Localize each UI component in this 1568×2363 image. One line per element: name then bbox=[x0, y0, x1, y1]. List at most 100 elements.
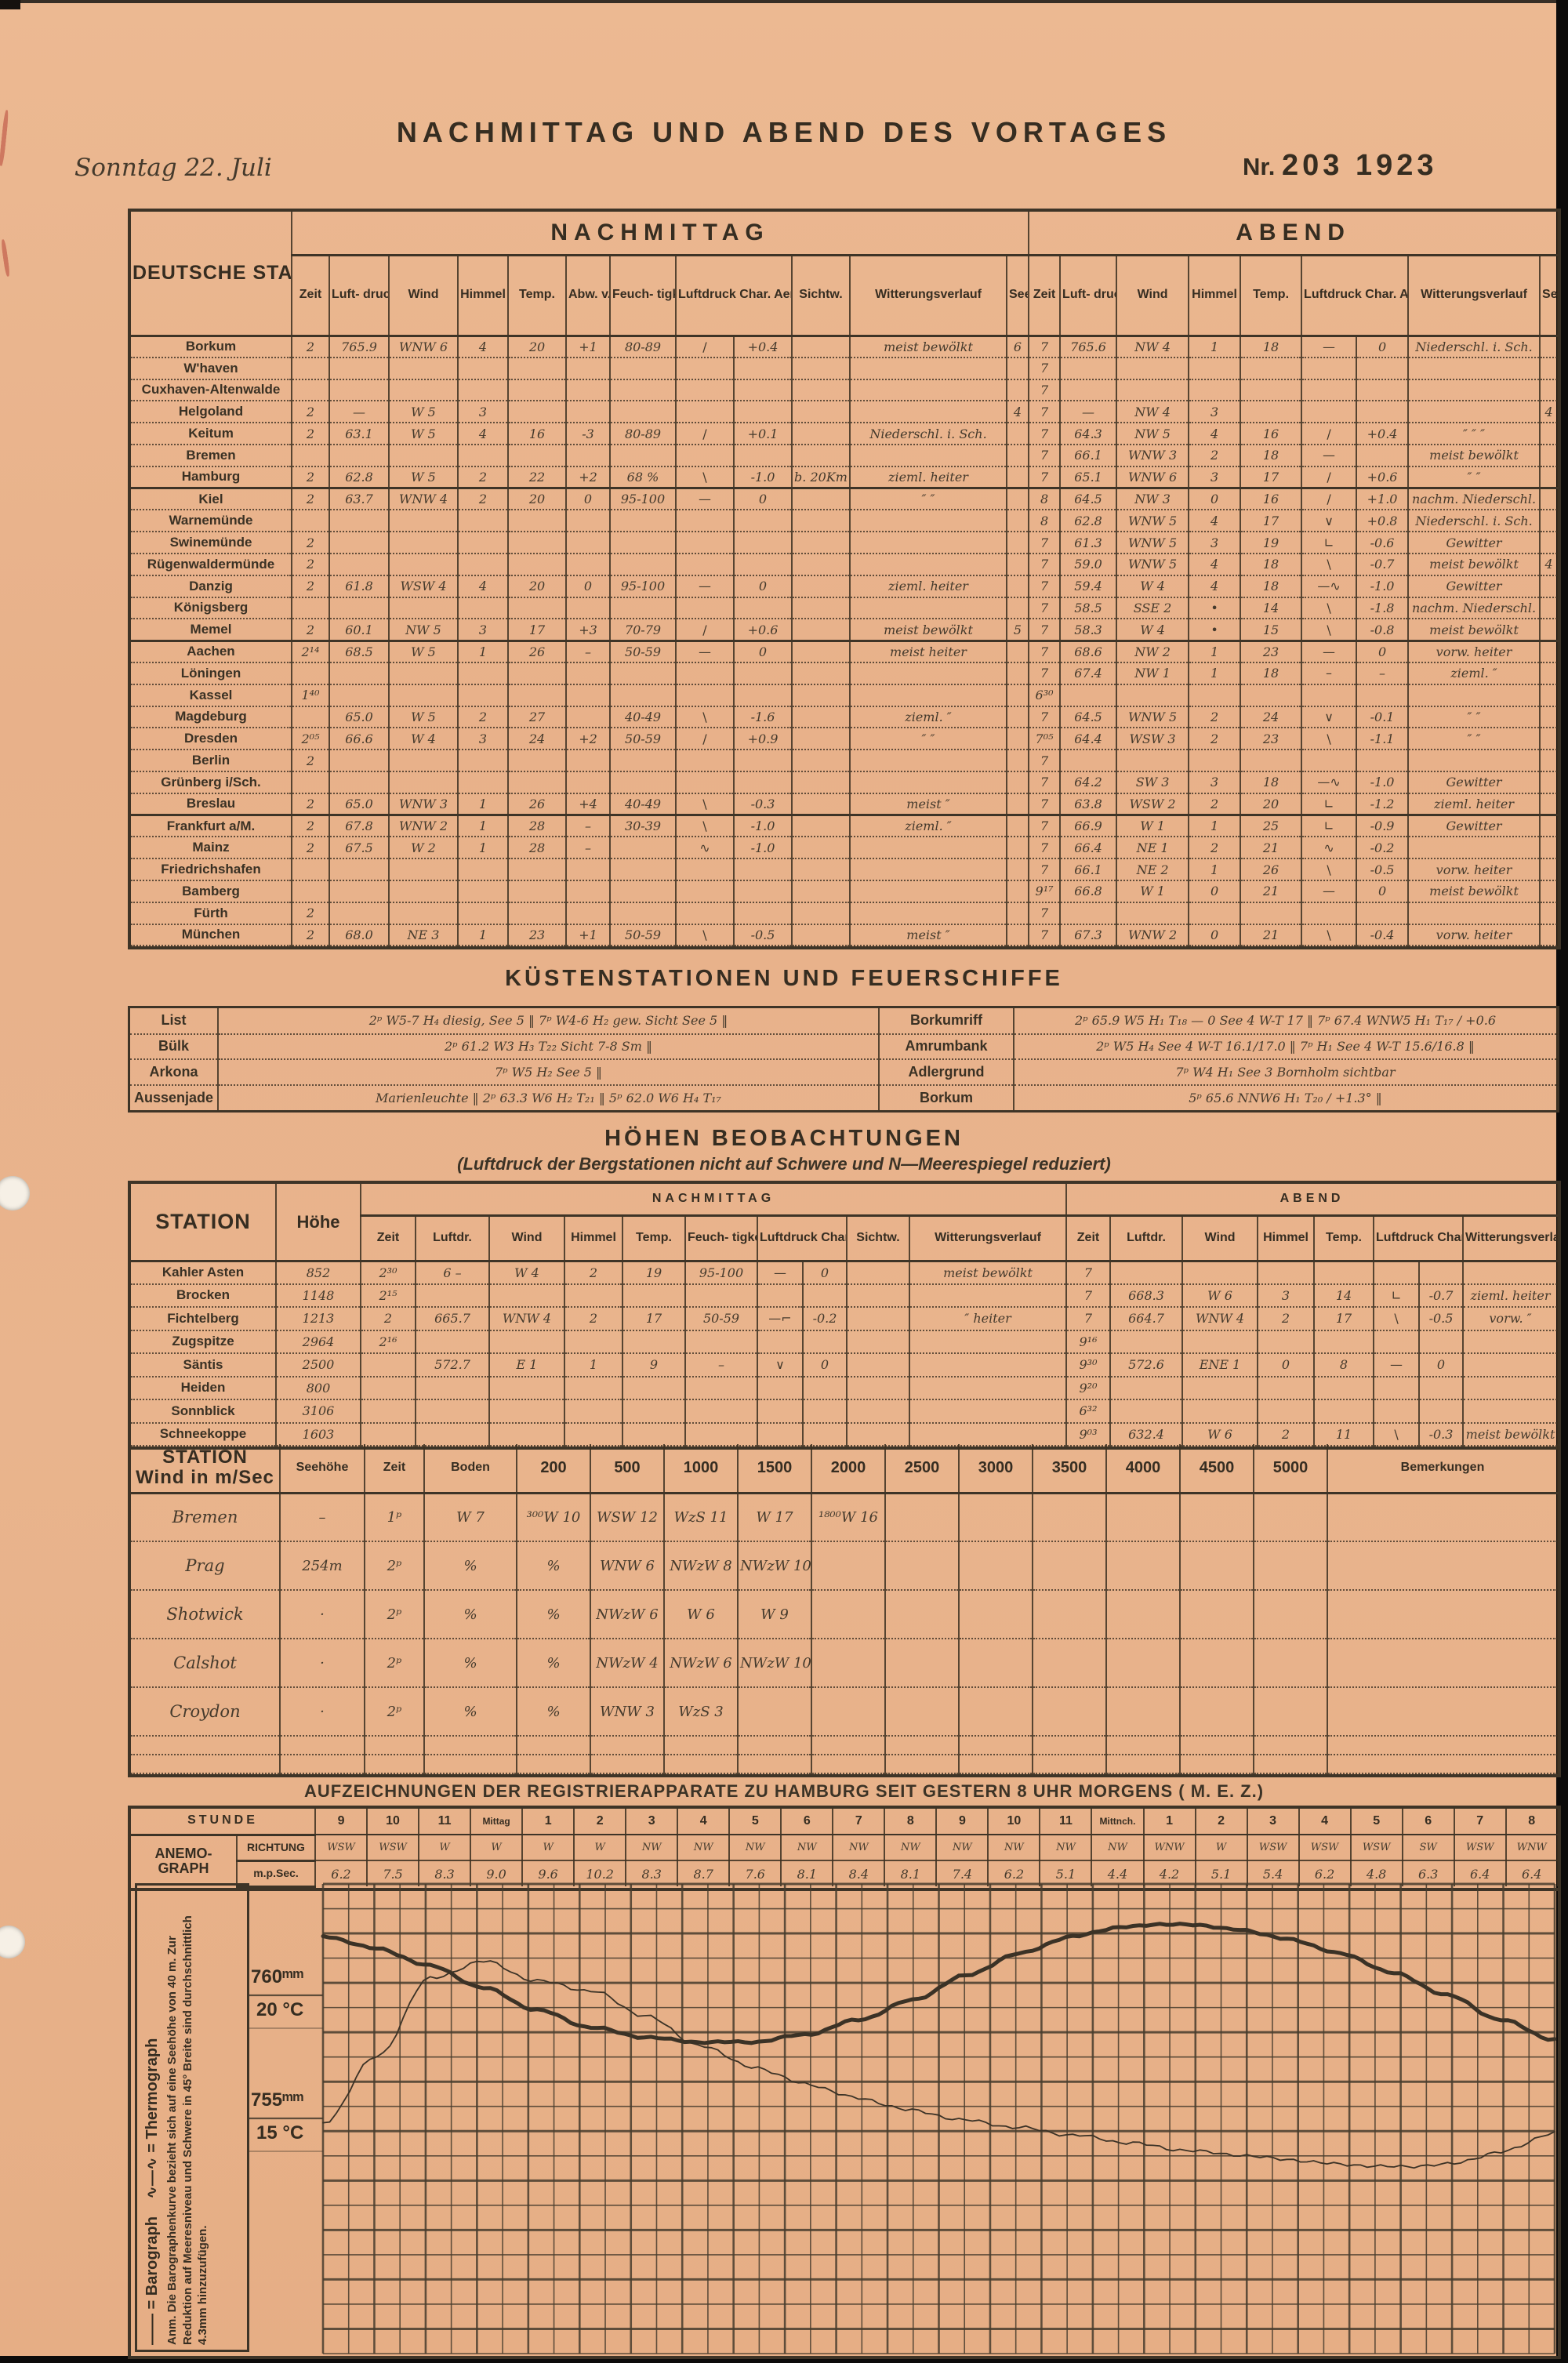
wind-value bbox=[424, 1755, 517, 1774]
abend-value: 2 bbox=[1189, 793, 1242, 817]
wind-value bbox=[1254, 1687, 1328, 1737]
abend-value: 67.3 bbox=[1060, 924, 1118, 947]
hoehe-header: Höhe bbox=[276, 1184, 361, 1262]
wind-value bbox=[959, 1687, 1033, 1737]
wind-station-name: Croydon bbox=[131, 1687, 281, 1737]
nachmittag-value bbox=[676, 771, 735, 794]
nachmittag-value bbox=[389, 662, 459, 685]
nachmittag-value bbox=[676, 880, 735, 903]
abend-value bbox=[1463, 1261, 1559, 1285]
abend-value: 7 bbox=[1029, 444, 1062, 467]
abend-value: 66.1 bbox=[1060, 444, 1118, 467]
nachmittag-value bbox=[566, 771, 611, 794]
table-row: Frankfurt a/M. 2 67.8 WNW 2 1 28–30-39 \ -1.0 zi… bbox=[131, 815, 1559, 838]
abend-value: meist bewölkt bbox=[1408, 553, 1541, 576]
heights-station-name: Fichtelberg bbox=[131, 1307, 277, 1331]
nachmittag-value: 6 bbox=[1007, 336, 1030, 358]
nachmittag-value bbox=[610, 902, 677, 925]
nachmittag-value: 0 bbox=[803, 1261, 848, 1285]
table-row: Grünberg i/Sch. 7 64.2 SW 3 3 18 —∿ -1.0 Gewitte… bbox=[131, 771, 1559, 794]
abend-value: 7 bbox=[1029, 532, 1062, 554]
nachmittag-value bbox=[792, 706, 851, 729]
nachmittag-value: — bbox=[676, 641, 735, 663]
temp-label-15: 15 °C bbox=[256, 2122, 304, 2143]
abend-value: WNW 5 bbox=[1116, 553, 1190, 576]
abend-value: 18 bbox=[1240, 336, 1303, 358]
abend-value: 67.4 bbox=[1060, 662, 1118, 685]
nachmittag-value: 66.6 bbox=[329, 728, 390, 751]
abend-value bbox=[1189, 684, 1242, 707]
station-name: Friedrichshafen bbox=[131, 858, 292, 881]
abend-value: \ bbox=[1374, 1307, 1421, 1331]
nachmittag-value bbox=[458, 553, 509, 576]
nachmittag-value bbox=[566, 902, 611, 925]
table-row: Swinemünde 2 7 61.3 WNW 5 3 19 ∟ -0.6 Gewitter bbox=[131, 532, 1559, 554]
nachmittag-value bbox=[610, 510, 677, 533]
abend-value: NW 1 bbox=[1116, 662, 1190, 685]
wind-value bbox=[1106, 1687, 1181, 1737]
wind-value: · bbox=[280, 1639, 365, 1688]
abend-value: 7 bbox=[1029, 662, 1062, 685]
wind-value bbox=[1327, 1493, 1559, 1542]
abend-value bbox=[1540, 444, 1559, 467]
nachmittag-value bbox=[508, 684, 567, 707]
page-title: NACHMITTAG UND ABEND DES VORTAGES bbox=[396, 116, 1172, 148]
nachmittag-value bbox=[1007, 662, 1030, 685]
height-value: 3106 bbox=[276, 1399, 361, 1424]
abend-value: 765.6 bbox=[1060, 336, 1118, 358]
abend-value bbox=[1301, 750, 1358, 772]
wind-value: – bbox=[280, 1493, 365, 1542]
abend-value bbox=[1314, 1330, 1375, 1354]
abend-value: -0.4 bbox=[1356, 924, 1410, 947]
abend-value: +0.6 bbox=[1356, 466, 1410, 490]
abend-value: 68.6 bbox=[1060, 641, 1118, 663]
abend-value bbox=[1116, 379, 1190, 402]
nachmittag-value bbox=[610, 379, 677, 402]
wind-value: % bbox=[424, 1639, 517, 1688]
nachmittag-value: +0.4 bbox=[734, 336, 793, 358]
wind-speed-value: 8.1 bbox=[884, 1860, 938, 1886]
nachmittag-value: 65.0 bbox=[329, 706, 390, 729]
nachmittag-value bbox=[292, 379, 330, 402]
wind-direction-value: W bbox=[470, 1835, 524, 1861]
nachmittag-value bbox=[610, 771, 677, 794]
abend-value: 7 bbox=[1029, 706, 1062, 729]
richtung-row: ANEMO- GRAPH RICHTUNG WSW WSW W W W W NW NW NW NW NW… bbox=[131, 1835, 1559, 1886]
nachmittag-value bbox=[1007, 771, 1030, 794]
nachmittag-value bbox=[1007, 510, 1030, 533]
nachmittag-value: 0 bbox=[566, 575, 611, 598]
nachmittag-value bbox=[792, 728, 851, 751]
abend-value: \ bbox=[1301, 924, 1358, 947]
wind-value bbox=[959, 1736, 1033, 1755]
wind-value bbox=[1254, 1493, 1328, 1542]
nachmittag-value: 9 bbox=[622, 1353, 686, 1378]
height-value: 1603 bbox=[276, 1422, 361, 1446]
nachmittag-value bbox=[292, 597, 330, 620]
abend-value: -0.7 bbox=[1356, 553, 1410, 576]
wind-value bbox=[280, 1755, 365, 1774]
abend-value bbox=[1060, 902, 1118, 925]
nachmittag-value bbox=[685, 1330, 758, 1354]
abend-value: \ bbox=[1301, 553, 1358, 576]
nachmittag-value: 0 bbox=[566, 488, 611, 511]
wind-value bbox=[1254, 1755, 1328, 1774]
hour-label: 7 bbox=[1454, 1809, 1507, 1835]
nachmittag-value: WNW 3 bbox=[389, 793, 459, 817]
abend-value: 6³² bbox=[1066, 1399, 1112, 1424]
nachmittag-value: 665.7 bbox=[416, 1307, 490, 1331]
station-name: Bamberg bbox=[131, 880, 292, 903]
wind-value bbox=[1254, 1639, 1328, 1688]
abend-value bbox=[1540, 684, 1559, 707]
wind-value bbox=[885, 1687, 960, 1737]
abend-value: ∟ bbox=[1301, 793, 1358, 817]
nachmittag-value: 2 bbox=[292, 924, 330, 947]
nachmittag-value bbox=[361, 1376, 416, 1400]
wind-value bbox=[590, 1755, 665, 1774]
nachmittag-value: NE 3 bbox=[389, 924, 459, 947]
nachmittag-value: 3 bbox=[458, 728, 509, 751]
wind-value bbox=[811, 1736, 886, 1755]
wind-value: WzS 11 bbox=[664, 1493, 739, 1542]
nachmittag-value: 0 bbox=[734, 488, 793, 511]
height-value: 2500 bbox=[276, 1353, 361, 1378]
heights-station-name: Schneekoppe bbox=[131, 1422, 277, 1446]
